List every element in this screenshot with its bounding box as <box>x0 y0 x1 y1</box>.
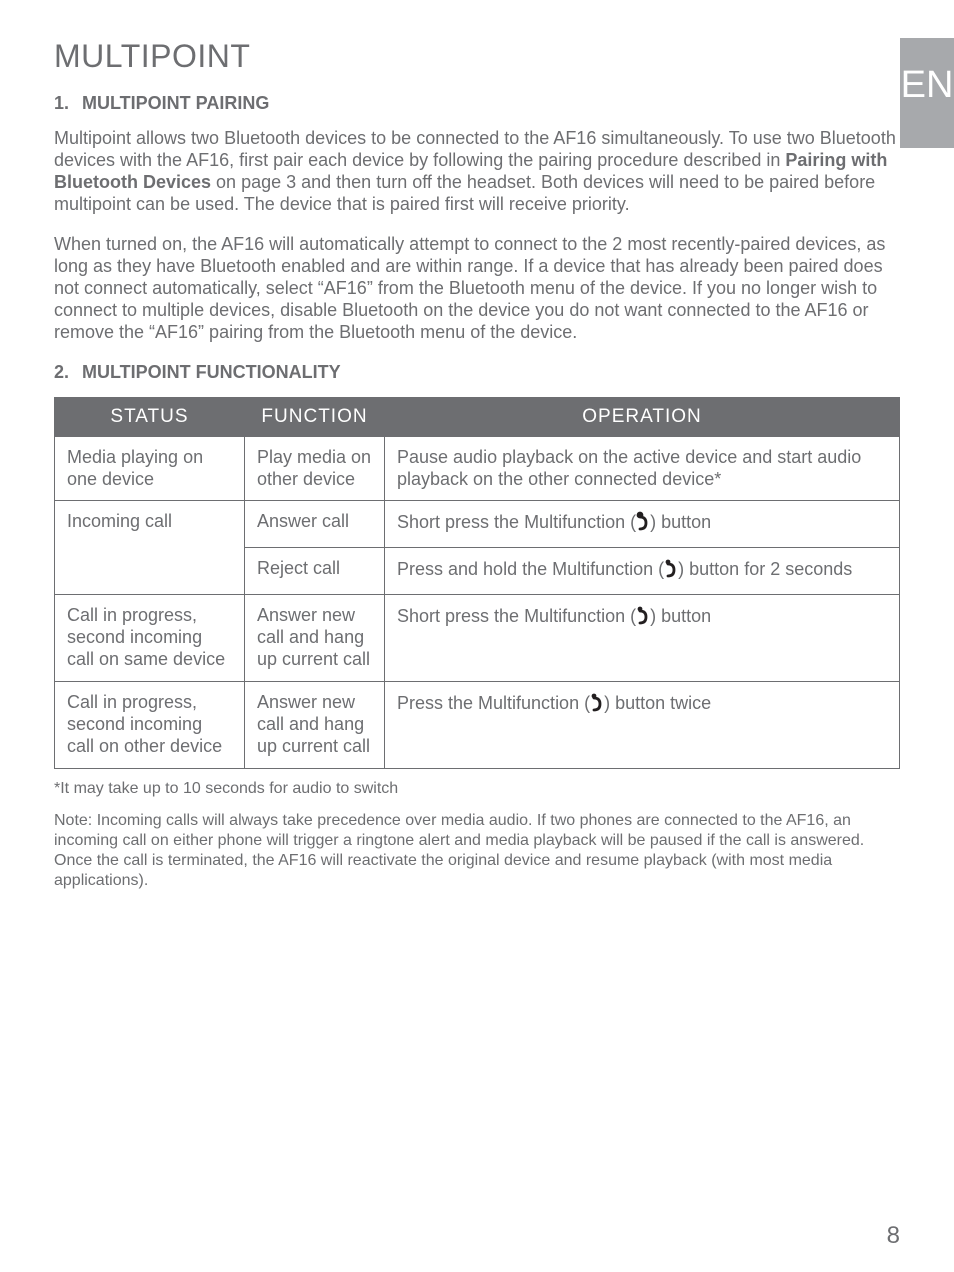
footnote-switch: *It may take up to 10 seconds for audio … <box>54 779 900 799</box>
section1-para1: Multipoint allows two Bluetooth devices … <box>54 128 900 216</box>
table-row: Incoming call Answer call Short press th… <box>55 501 900 548</box>
th-operation: OPERATION <box>385 397 900 436</box>
cell-operation: Press the Multifunction ( ) button twice <box>385 682 900 769</box>
cell-function: Reject call <box>245 548 385 595</box>
cell-status: Incoming call <box>55 501 245 595</box>
table-row: Call in progress, second incoming call o… <box>55 595 900 682</box>
th-status: STATUS <box>55 397 245 436</box>
op-text-a: Short press the Multifunction ( <box>397 606 636 626</box>
footnote-note: Note: Incoming calls will always take pr… <box>54 811 900 891</box>
op-text-b: ) button <box>650 606 711 626</box>
op-text-b: ) button for 2 seconds <box>678 559 852 579</box>
page-title: MULTIPOINT <box>54 38 900 75</box>
cell-status: Media playing on one device <box>55 436 245 501</box>
para1-text-a: Multipoint allows two Bluetooth devices … <box>54 128 896 170</box>
functionality-table: STATUS FUNCTION OPERATION Media playing … <box>54 397 900 770</box>
cell-operation: Press and hold the Multifunction ( ) butt… <box>385 548 900 595</box>
op-text-a: Press and hold the Multifunction ( <box>397 559 664 579</box>
th-function: FUNCTION <box>245 397 385 436</box>
cell-operation: Short press the Multifunction ( ) button <box>385 501 900 548</box>
page-content: MULTIPOINT 1.MULTIPOINT PAIRING Multipoi… <box>0 0 954 891</box>
table-row: Call in progress, second incoming call o… <box>55 682 900 769</box>
section1-para2: When turned on, the AF16 will automatica… <box>54 234 900 344</box>
op-text-b: ) button <box>650 512 711 532</box>
multifunction-icon <box>590 692 604 718</box>
multifunction-icon <box>636 511 650 537</box>
op-text-a: Short press the Multifunction ( <box>397 512 636 532</box>
section2-heading: 2.MULTIPOINT FUNCTIONALITY <box>54 362 900 383</box>
cell-function: Play media on other device <box>245 436 385 501</box>
cell-function: Answer call <box>245 501 385 548</box>
section1-label: MULTIPOINT PAIRING <box>82 93 269 113</box>
table-header-row: STATUS FUNCTION OPERATION <box>55 397 900 436</box>
section1-num: 1. <box>54 93 82 114</box>
cell-function: Answer new call and hang up current call <box>245 682 385 769</box>
op-text-a: Press the Multifunction ( <box>397 693 590 713</box>
page-number: 8 <box>887 1222 900 1250</box>
language-tab: EN <box>900 38 954 148</box>
table-row: Media playing on one device Play media o… <box>55 436 900 501</box>
cell-status: Call in progress, second incoming call o… <box>55 595 245 682</box>
section2-num: 2. <box>54 362 82 383</box>
section1-heading: 1.MULTIPOINT PAIRING <box>54 93 900 114</box>
multifunction-icon <box>636 605 650 631</box>
op-text-b: ) button twice <box>604 693 711 713</box>
cell-function: Answer new call and hang up current call <box>245 595 385 682</box>
cell-operation: Pause audio playback on the active devic… <box>385 436 900 501</box>
cell-status: Call in progress, second incoming call o… <box>55 682 245 769</box>
section2-label: MULTIPOINT FUNCTIONALITY <box>82 362 341 382</box>
cell-operation: Short press the Multifunction ( ) button <box>385 595 900 682</box>
multifunction-icon <box>664 558 678 584</box>
